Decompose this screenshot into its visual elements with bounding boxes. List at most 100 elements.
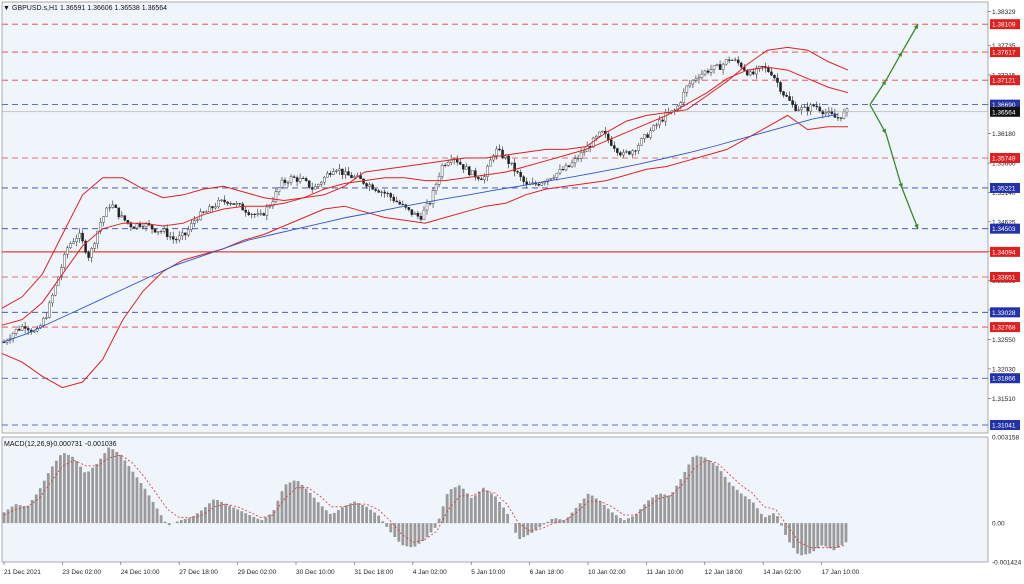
x-tick-label: 27 Dec 18:00 [179, 569, 218, 576]
candle-body [477, 177, 480, 180]
candle-body [576, 158, 580, 160]
candle-body [389, 193, 393, 198]
candle-body [697, 77, 701, 80]
candle-body [594, 135, 598, 139]
candle-body [779, 82, 782, 92]
candle-body [365, 183, 368, 187]
level-price-tag [990, 47, 1020, 58]
candle-body [386, 193, 389, 195]
candle-body [700, 73, 704, 78]
candle-body [45, 317, 48, 319]
candle-body [238, 203, 241, 205]
level-price-tag [990, 153, 1020, 164]
candle-body [513, 162, 516, 172]
level-price-label: 1.31041 [992, 423, 1016, 430]
candle-body [504, 155, 507, 158]
candle-body [649, 130, 652, 138]
level-price-tag [990, 322, 1020, 333]
candle-body [643, 134, 646, 139]
projection-arrows[interactable] [869, 23, 919, 230]
level-price-tag [990, 271, 1020, 282]
candle-body [712, 65, 716, 70]
level-price-label: 1.35749 [992, 156, 1016, 163]
moving-average [1, 113, 839, 343]
candle-body [280, 179, 284, 188]
candle-body [286, 182, 290, 184]
level-price-label: 1.32768 [992, 325, 1016, 332]
candle-body [347, 171, 350, 176]
candle-body [350, 175, 353, 179]
candle-body [187, 229, 190, 236]
candle-body [507, 155, 510, 164]
candle-body [549, 178, 553, 180]
candle-body [776, 77, 779, 83]
price-labels: 1.38109 1.37617 1.37121 1.36690 1.35749 1.352… [2, 19, 1020, 431]
down-arrow-head [914, 223, 919, 229]
candle-body [159, 231, 163, 233]
candle-body [241, 203, 244, 211]
macd-histogram [2, 447, 848, 556]
candle-body [211, 206, 214, 209]
macd-header: MACD(12,26,9) -0.000731 -0.001036 [4, 441, 117, 448]
candle-body [338, 168, 341, 171]
candle-body [371, 184, 374, 190]
up-arrow-head [913, 24, 918, 30]
candle-body [622, 151, 625, 156]
candle-body [749, 71, 752, 76]
menu-marker[interactable]: ▼ [3, 5, 10, 12]
candle-body [773, 74, 776, 79]
y-tick-label: 1.35660 [992, 161, 1016, 168]
candle-body [274, 191, 278, 202]
candle-body [540, 182, 544, 186]
candle-body [153, 228, 157, 233]
candle-body [229, 203, 232, 205]
candle-body [770, 71, 773, 76]
up-arrow-head [897, 51, 902, 57]
candle-body [353, 176, 356, 179]
candle-body [788, 96, 791, 101]
candle-body [525, 181, 528, 185]
candle-body [600, 130, 604, 133]
candle-body [516, 171, 519, 173]
candle-body [126, 220, 130, 223]
candle-body [326, 173, 329, 178]
candle-body [235, 203, 238, 205]
candle-body [341, 168, 344, 175]
candle-body [304, 178, 308, 181]
candle-body [60, 267, 63, 278]
candle-body [259, 213, 263, 215]
candle-body [335, 170, 338, 172]
candle-body [380, 191, 383, 193]
candle-body [733, 59, 737, 61]
symbol-title: GBPUSD.s,H1 [12, 5, 58, 12]
candle-body [552, 177, 556, 179]
level-price-label: 1.34503 [992, 226, 1016, 233]
candle-body [431, 190, 435, 204]
candle-body [836, 117, 840, 119]
candle-body [570, 162, 574, 168]
candle-body [833, 113, 837, 118]
candle-body [138, 223, 142, 227]
x-tick-label: 11 Jan 10:00 [646, 569, 683, 576]
candle-body [289, 176, 293, 183]
candle-body [428, 203, 432, 205]
candle-body [90, 248, 93, 258]
candle-body [465, 166, 468, 170]
candle-body [818, 106, 822, 112]
level-price-tag [990, 223, 1020, 234]
candle-body [558, 169, 562, 174]
candle-body [63, 254, 66, 268]
candle-body [440, 164, 444, 177]
candle-body [383, 191, 386, 194]
candle-body [277, 187, 281, 192]
y-tick-label: 1.31510 [992, 396, 1016, 403]
candle-body [141, 226, 145, 228]
candle-body [268, 205, 272, 208]
x-tick-label: 6 Jan 18:00 [530, 569, 564, 576]
candle-body [271, 201, 275, 207]
candle-body [582, 151, 586, 153]
candle-body [171, 236, 175, 240]
current-price-tag [990, 106, 1020, 117]
candle-body [425, 203, 429, 211]
candle-body [81, 232, 84, 242]
